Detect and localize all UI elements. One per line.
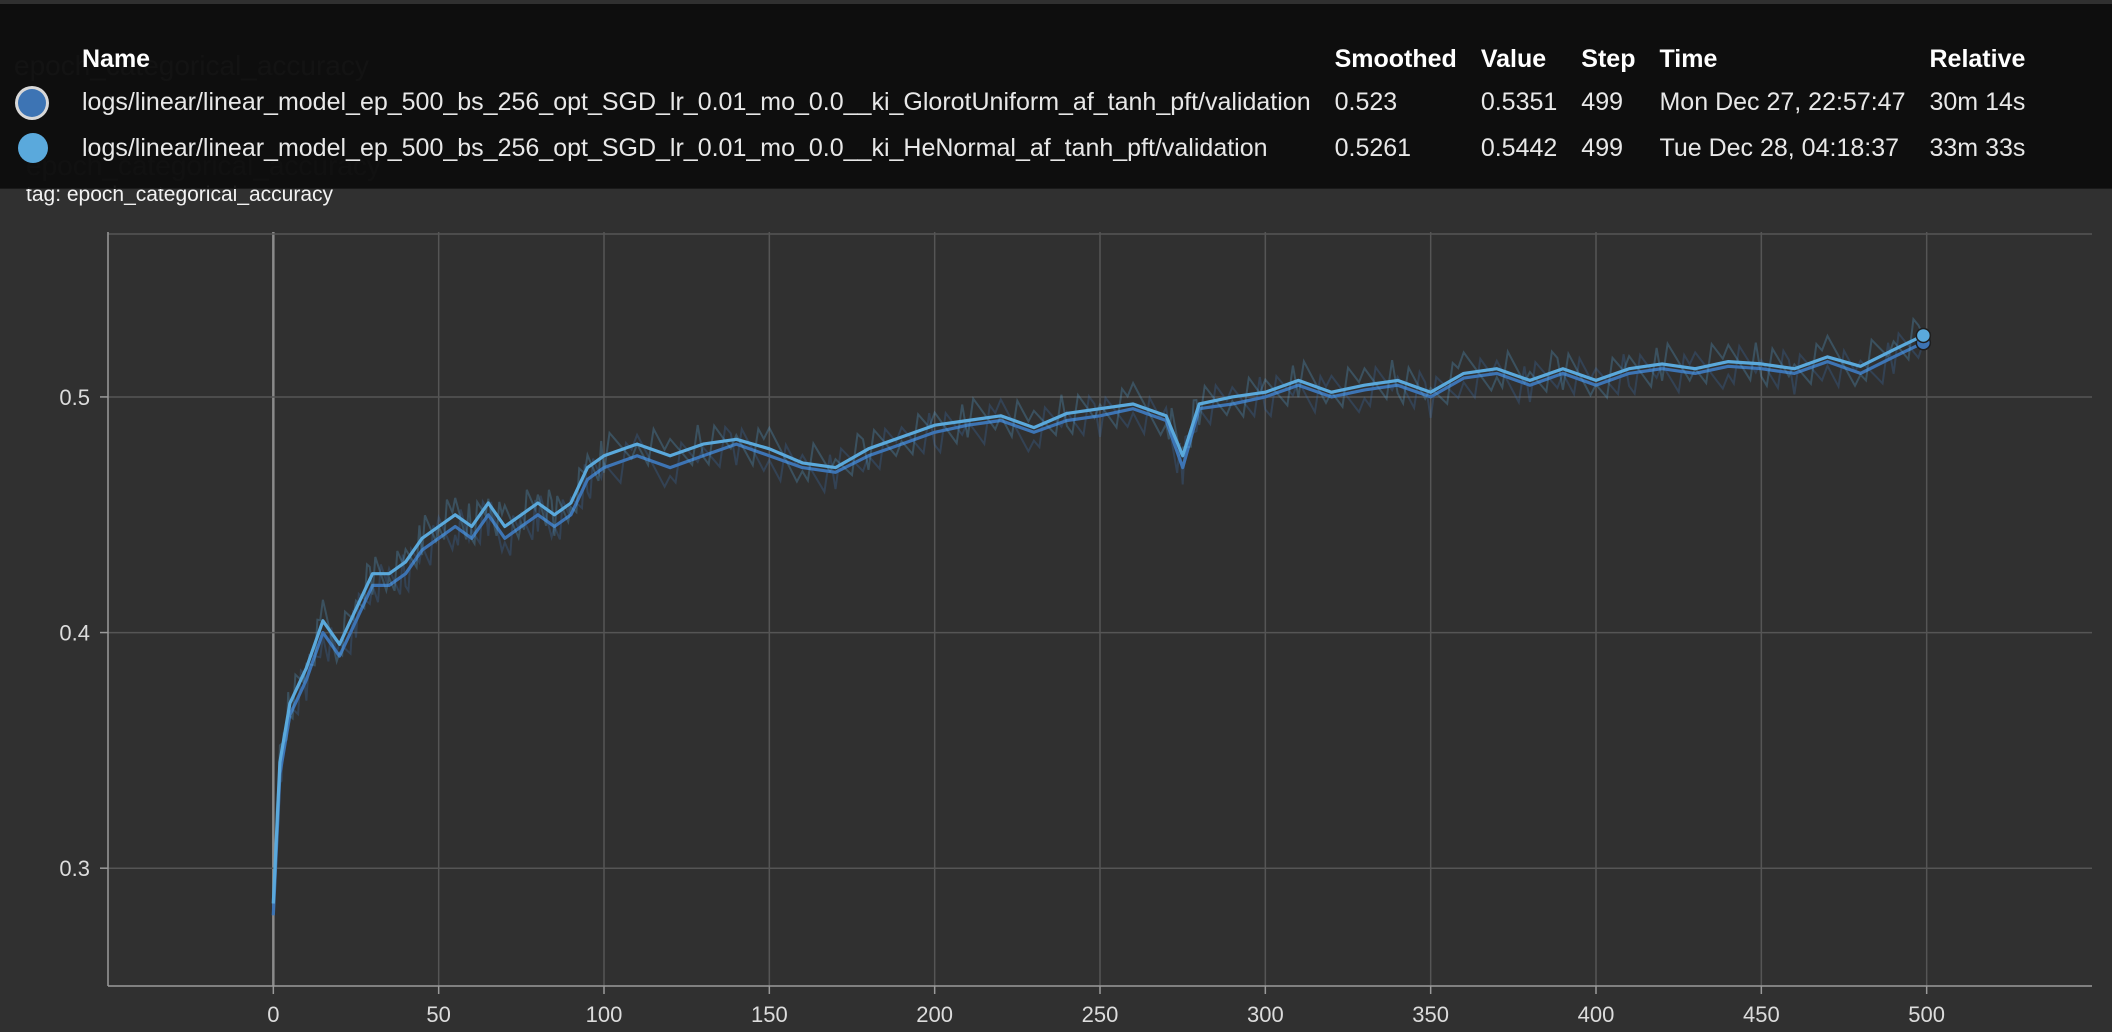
series-line	[271, 341, 1925, 916]
header-smoothed: Smoothed	[1334, 44, 1457, 73]
time-value: Tue Dec 28, 04:18:37	[1659, 133, 1899, 162]
tooltip-row: logs/linear/linear_model_ep_500_bs_256_o…	[18, 80, 2049, 126]
series-raw-line	[272, 331, 1925, 895]
x-tick-label: 350	[1412, 1002, 1449, 1027]
header-relative: Relative	[1929, 44, 2026, 73]
raw-value: 0.5351	[1480, 87, 1558, 116]
header-name: Name	[82, 44, 151, 73]
x-tick-label: 450	[1743, 1002, 1780, 1027]
header-swatch	[18, 40, 82, 80]
series-raw-line	[272, 316, 1925, 904]
header-time: Time	[1659, 44, 1718, 73]
x-tick-label: 250	[1082, 1002, 1119, 1027]
x-tick-label: 100	[586, 1002, 623, 1027]
step-value: 499	[1581, 87, 1624, 116]
smoothed-value: 0.5261	[1334, 133, 1412, 162]
run-name: logs/linear/linear_model_ep_500_bs_256_o…	[82, 87, 1311, 116]
run-name: logs/linear/linear_model_ep_500_bs_256_o…	[82, 133, 1268, 162]
x-tick-label: 150	[751, 1002, 788, 1027]
tooltip-table: Name Smoothed Value Step Time Relative l…	[18, 40, 2049, 172]
x-tick-label: 50	[426, 1002, 450, 1027]
y-tick-label: 0.5	[59, 385, 90, 410]
tooltip-panel: Name Smoothed Value Step Time Relative l…	[0, 4, 2112, 189]
series-line	[271, 333, 1925, 904]
raw-value: 0.5442	[1480, 133, 1558, 162]
swatch-cell	[18, 126, 82, 172]
step-value: 499	[1581, 133, 1624, 162]
series-end-point	[1915, 327, 1932, 344]
swatch-cell	[18, 80, 82, 126]
relative-value: 33m 33s	[1929, 133, 2026, 162]
header-value: Value	[1480, 44, 1547, 73]
smoothed-value: 0.523	[1334, 87, 1398, 116]
relative-value: 30m 14s	[1929, 87, 2026, 116]
tooltip-header-row: Name Smoothed Value Step Time Relative	[18, 40, 2049, 80]
x-tick-label: 400	[1578, 1002, 1615, 1027]
time-value: Mon Dec 27, 22:57:47	[1659, 87, 1906, 116]
tooltip-row: logs/linear/linear_model_ep_500_bs_256_o…	[18, 126, 2049, 172]
x-tick-label: 200	[916, 1002, 953, 1027]
series-color-swatch	[18, 133, 48, 164]
x-tick-label: 0	[267, 1002, 279, 1027]
y-tick-label: 0.3	[59, 856, 90, 881]
x-tick-label: 300	[1247, 1002, 1284, 1027]
header-step: Step	[1581, 44, 1636, 73]
series-color-swatch	[18, 88, 46, 117]
y-tick-label: 0.4	[59, 621, 90, 646]
x-tick-label: 500	[1908, 1002, 1945, 1027]
